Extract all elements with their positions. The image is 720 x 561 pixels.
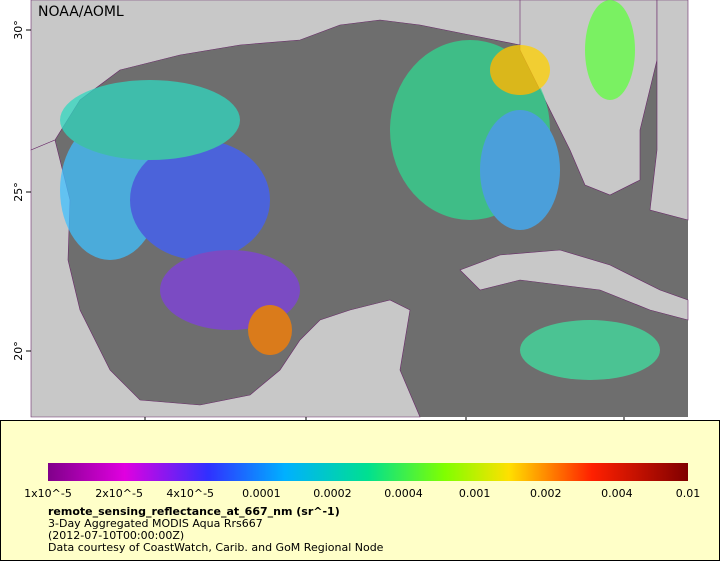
lat-label: 30° [12, 20, 25, 40]
colorbar [48, 463, 688, 481]
cuba [459, 249, 689, 321]
description: 3-Day Aggregated MODIS Aqua Rrs667 [48, 517, 263, 530]
time: (2012-07-10T00:00:00Z) [48, 529, 184, 542]
data-patch [480, 110, 560, 230]
data-patch [490, 45, 550, 95]
bahamas [649, 0, 689, 221]
colorbar-label: 0.0004 [384, 487, 423, 500]
legend-box [0, 420, 720, 561]
colorbar-label: 0.001 [459, 487, 491, 500]
variable-name: remote_sensing_reflectance_at_667_nm (sr… [48, 505, 340, 518]
data-patch [585, 0, 635, 100]
colorbar-label: 2x10^-5 [95, 487, 143, 500]
colorbar-label: 0.01 [676, 487, 701, 500]
data-patch [60, 80, 240, 160]
colorbar-label: 0.0001 [242, 487, 281, 500]
colorbar-label: 0.002 [530, 487, 562, 500]
colorbar-labels: 1x10^-5 2x10^-5 4x10^-5 0.0001 0.0002 0.0004 0… [24, 487, 700, 500]
lat-label: 25° [12, 182, 25, 202]
courtesy: Data courtesy of CoastWatch, Carib. and … [48, 541, 384, 554]
data-patch [248, 305, 292, 355]
colorbar-label: 1x10^-5 [24, 487, 72, 500]
land [30, 0, 689, 418]
data-layer [60, 0, 660, 380]
data-patch [130, 140, 270, 260]
colorbar-label: 4x10^-5 [166, 487, 214, 500]
colorbar-label: 0.0002 [313, 487, 352, 500]
mexico [30, 139, 421, 418]
data-patch [520, 320, 660, 380]
credit: NOAA/AOML [38, 4, 124, 20]
colorbar-label: 0.004 [601, 487, 633, 500]
lat-label: 20° [12, 341, 25, 361]
